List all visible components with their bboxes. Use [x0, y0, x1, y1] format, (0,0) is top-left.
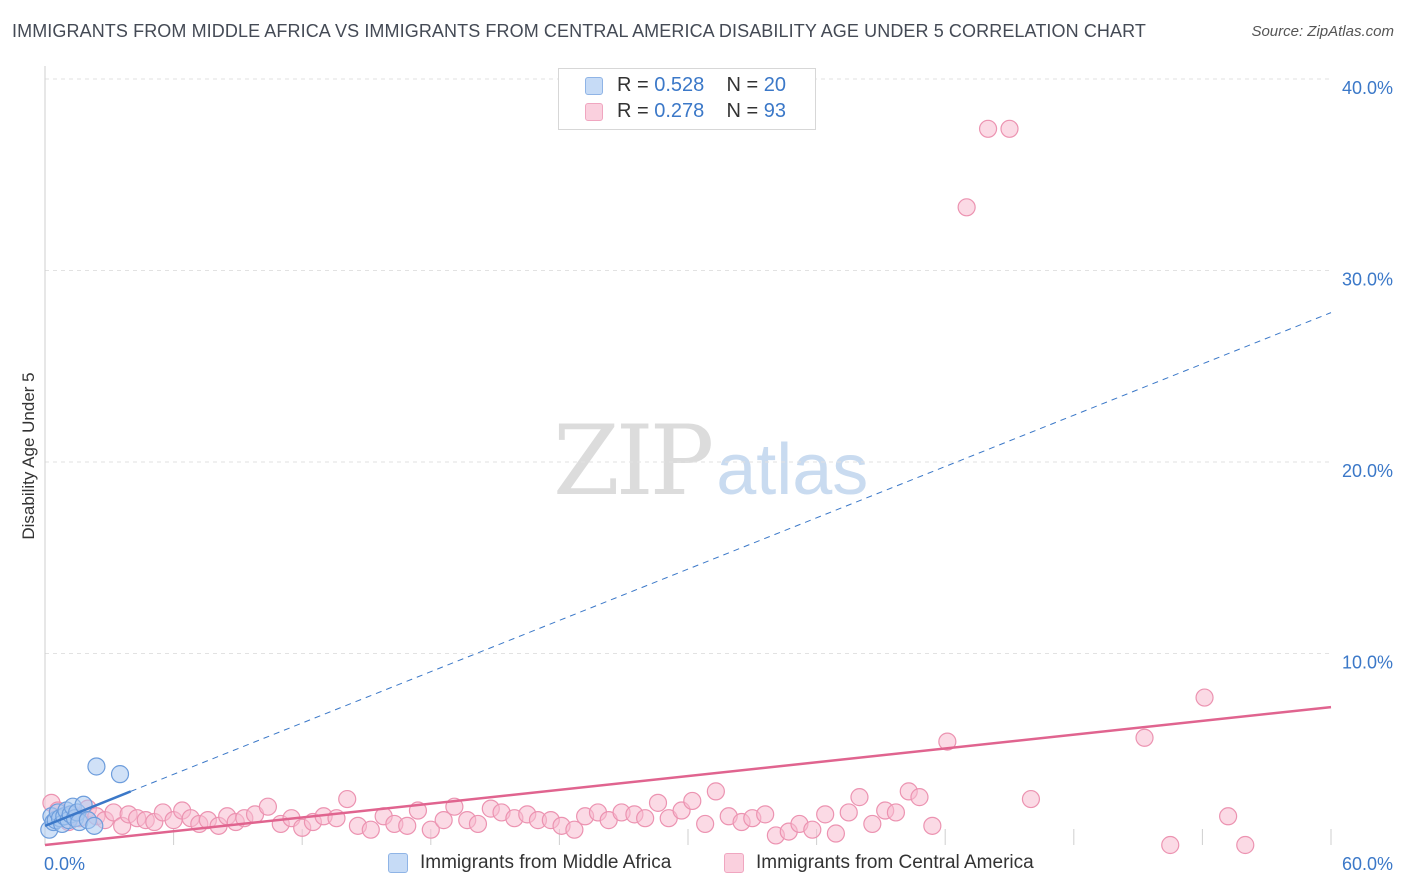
point-central-america — [648, 793, 668, 812]
legend-swatch-pink — [585, 103, 603, 121]
point-central-america — [636, 809, 655, 828]
point-central-america — [421, 820, 440, 839]
watermark-atlas: atlas — [716, 430, 869, 510]
y-tick-label: 40.0% — [1342, 78, 1393, 98]
point-central-america — [923, 816, 942, 835]
y-tick-label: 20.0% — [1342, 461, 1393, 481]
y-tick-label: 30.0% — [1342, 270, 1393, 290]
legend-n-value: 20 — [763, 74, 787, 96]
legend-swatch-blue — [585, 77, 603, 95]
legend-label: Immigrants from Central America — [756, 852, 1034, 873]
point-central-america — [361, 820, 380, 839]
watermark: ZIPatlas — [553, 405, 868, 517]
legend-n-label: N = — [726, 100, 764, 122]
point-central-america — [468, 814, 488, 834]
x-tick-label: 0.0% — [44, 854, 85, 874]
point-central-america — [957, 198, 976, 217]
point-central-america — [1195, 688, 1214, 707]
point-central-america — [1021, 789, 1041, 809]
point-central-america — [696, 814, 715, 834]
point-central-america — [434, 811, 453, 830]
point-central-america — [683, 791, 702, 811]
point-central-america — [1219, 807, 1238, 826]
chart-title: IMMIGRANTS FROM MIDDLE AFRICA VS IMMIGRA… — [12, 21, 1146, 41]
trend-line-middle-africa-dashed — [130, 312, 1332, 792]
legend-n-value: 93 — [763, 100, 787, 122]
point-central-america — [803, 820, 822, 839]
legend-r-value: 0.278 — [654, 100, 705, 122]
point-central-america — [1236, 835, 1255, 855]
point-central-america — [978, 119, 998, 138]
point-central-america — [816, 805, 835, 824]
trend-line-middle-africa — [44, 790, 132, 828]
point-central-america — [886, 803, 906, 822]
point-central-america — [258, 797, 278, 816]
legend-r-label: R = — [617, 100, 655, 122]
point-central-america — [826, 824, 845, 843]
point-central-america — [910, 788, 929, 807]
watermark-zip: ZIP — [553, 405, 714, 517]
point-central-america — [1000, 119, 1019, 138]
y-axis-label: Disability Age Under 5 — [19, 372, 38, 539]
legend-r-value: 0.528 — [654, 74, 705, 96]
point-central-america — [565, 820, 584, 839]
x-tick-label: 60.0% — [1342, 854, 1393, 874]
point-central-america — [863, 814, 882, 834]
point-central-america — [1161, 835, 1180, 855]
legend-swatch-blue — [388, 853, 408, 873]
y-tick-label: 10.0% — [1342, 653, 1393, 673]
point-middle-africa — [110, 765, 130, 784]
point-central-america — [338, 789, 357, 809]
point-central-america — [938, 732, 957, 751]
point-central-america — [706, 782, 725, 801]
point-central-america — [1135, 728, 1154, 747]
legend-swatch-pink — [724, 853, 744, 873]
legend-r-label: R = — [617, 74, 655, 96]
point-middle-africa — [87, 757, 106, 776]
point-central-america — [756, 805, 775, 824]
point-central-america — [839, 803, 858, 822]
point-middle-africa — [85, 816, 104, 835]
point-central-america — [850, 788, 869, 807]
legend-label: Immigrants from Middle Africa — [420, 852, 672, 873]
legend-n-label: N = — [726, 74, 764, 96]
point-central-america — [398, 816, 417, 835]
trend-line-central-america — [44, 705, 1332, 847]
source-label: Source: ZipAtlas.com — [1251, 23, 1394, 40]
stats-legend: R = 0.528 N = 20 R = 0.278 N = 93 — [558, 68, 816, 130]
